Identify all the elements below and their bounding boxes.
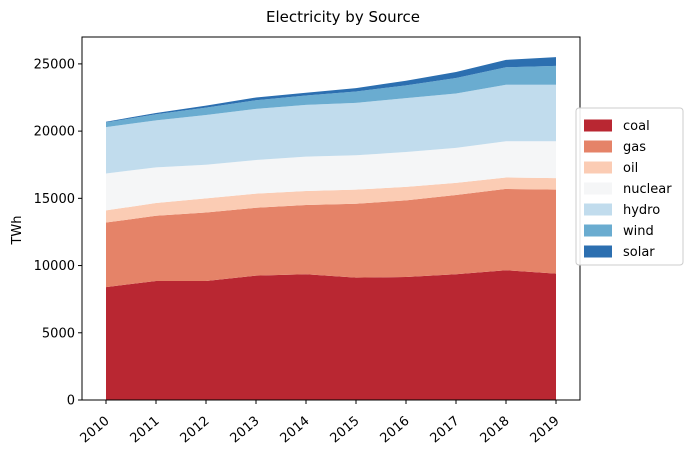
x-tick-label: 2018 [478, 414, 513, 447]
x-tick-label: 2017 [428, 414, 463, 447]
y-tick-label: 25000 [34, 57, 75, 72]
x-tick-label: 2015 [328, 414, 363, 447]
y-axis-label: TWh [10, 215, 25, 245]
y-tick-label: 0 [67, 394, 75, 409]
area-wind [106, 65, 556, 128]
legend-label-oil: oil [623, 161, 638, 176]
legend-label-nuclear: nuclear [623, 182, 672, 197]
legend-swatch-hydro [584, 203, 612, 216]
x-tick-label: 2014 [278, 414, 313, 447]
legend-swatch-solar [584, 245, 612, 258]
legend-label-coal: coal [623, 119, 650, 134]
x-tick-label: 2012 [178, 414, 213, 447]
legend-swatch-gas [584, 140, 612, 153]
y-tick-label: 10000 [34, 259, 75, 274]
area-layers [106, 57, 556, 400]
legend-label-hydro: hydro [623, 203, 660, 218]
legend-swatch-wind [584, 224, 612, 237]
area-gas [106, 188, 556, 288]
x-tick-label: 2011 [128, 414, 163, 447]
x-tick-label: 2013 [228, 414, 263, 447]
legend-label-solar: solar [623, 245, 655, 260]
x-tick-label: 2016 [378, 414, 413, 447]
chart-title: Electricity by Source [266, 8, 420, 26]
area-nuclear [106, 141, 556, 211]
y-tick-label: 20000 [34, 125, 75, 140]
area-hydro [106, 84, 556, 174]
legend: coal gas oil nuclear hydro wind solar [575, 107, 684, 266]
y-tick-label: 15000 [34, 192, 75, 207]
legend-swatch-nuclear [584, 182, 612, 195]
x-tick-label: 2019 [528, 414, 563, 447]
legend-label-gas: gas [623, 140, 646, 155]
area-coal [106, 270, 556, 400]
legend-swatch-oil [584, 161, 612, 174]
y-tick-label: 5000 [42, 326, 75, 341]
area-oil [106, 177, 556, 223]
area-solar [106, 57, 556, 123]
legend-swatch-coal [584, 119, 612, 132]
x-tick-label: 2010 [78, 414, 113, 447]
legend-label-wind: wind [623, 224, 654, 239]
